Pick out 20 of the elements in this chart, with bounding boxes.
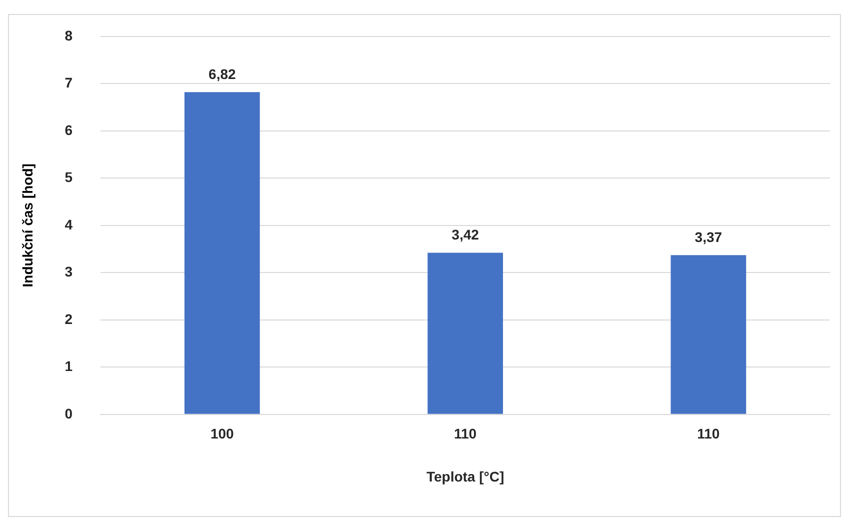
bar [184,92,260,414]
y-tick-label: 8 [64,27,73,44]
y-tick-label: 3 [64,264,73,280]
x-axis-title: Teplota [°C] [426,468,504,484]
y-tick-label: 7 [64,74,73,91]
x-tick-label: 110 [697,426,720,442]
y-tick-label: 4 [64,216,73,232]
bar [670,255,746,414]
y-tick-label: 6 [64,122,73,138]
bar [428,252,503,414]
y-tick-label: 0 [64,405,73,422]
x-tick-label: 110 [454,426,477,442]
y-tick-label: 5 [64,169,73,186]
data-label: 3,37 [694,229,722,246]
data-label: 6,82 [208,66,236,82]
y-tick-label: 2 [64,310,73,327]
data-label: 3,42 [452,226,480,243]
y-tick-label: 1 [64,358,73,374]
y-axis-title: Indukční čas [hod] [19,164,36,288]
x-tick-label: 100 [210,426,234,442]
